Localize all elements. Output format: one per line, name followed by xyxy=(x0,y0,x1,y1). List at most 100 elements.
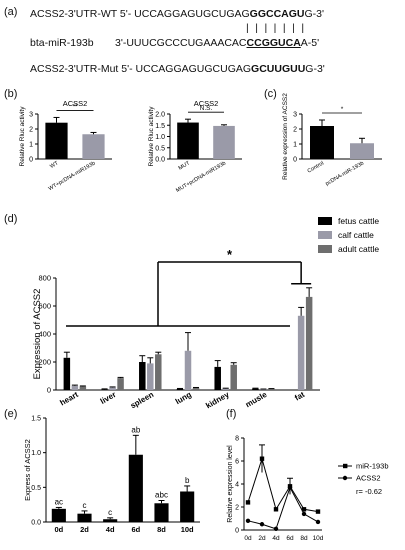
b-wt-bar xyxy=(45,122,68,159)
f-annotation: r= -0.62 xyxy=(356,487,382,496)
d-bar xyxy=(214,366,221,390)
e-group-letter: c xyxy=(108,508,112,517)
d-ylabel: Expression of ACSS2 xyxy=(32,289,43,380)
e-ytick-label: 0.5 xyxy=(31,485,41,492)
f-ytick-label: 6 xyxy=(235,459,239,466)
b-mut-bar xyxy=(177,122,199,159)
panel-label-c: (c) xyxy=(264,88,277,100)
e-bar xyxy=(77,513,92,522)
b-mut-xtick-label: MUT xyxy=(178,160,192,171)
f-point xyxy=(287,485,293,490)
b-wt-xtick-label: WT xyxy=(49,160,60,170)
d-bar xyxy=(230,364,237,390)
b-mut-bar xyxy=(213,125,235,159)
e-xtick-label: 6d xyxy=(131,525,140,534)
d-xtick-label: fat xyxy=(293,390,306,403)
f-ytick-label: 4 xyxy=(235,482,239,489)
d-bar xyxy=(139,362,146,390)
f-ylabel: Relative expression level xyxy=(227,445,234,523)
e-bar xyxy=(128,454,143,522)
c-bar xyxy=(350,143,374,159)
d-bar xyxy=(252,388,259,390)
f-point xyxy=(273,526,279,532)
d-legend-label: adult cattle xyxy=(338,244,379,254)
d-significance: * xyxy=(227,247,233,262)
d-bar xyxy=(117,378,124,390)
d-bar xyxy=(109,387,116,390)
d-ytick-label: 800 xyxy=(38,274,51,283)
d-xtick-label: liver xyxy=(99,390,118,406)
f-series-line xyxy=(247,456,319,513)
b-mut-ylabel: Relative Rluc activity xyxy=(148,106,155,167)
f-point xyxy=(259,456,265,461)
f-series-line xyxy=(247,486,319,530)
e-group-letter: abc xyxy=(155,491,168,500)
c-xtick-label: pcDNA-miR-193b xyxy=(325,161,365,188)
e-xtick-label: 8d xyxy=(157,525,166,534)
e-bar xyxy=(51,508,66,522)
e-xtick-label: 10d xyxy=(181,525,194,534)
d-bar xyxy=(155,354,162,390)
d-bar xyxy=(192,387,200,390)
pairing-bars: ||||||| xyxy=(246,22,311,34)
f-point xyxy=(245,500,251,505)
d-xtick-label: spleen xyxy=(129,390,156,411)
b-wt-significance: ** xyxy=(72,103,78,110)
b-wt-ytick-label: 1 xyxy=(29,142,33,149)
c-ylabel: Relative expression of ACSS2 xyxy=(282,93,289,180)
f-xtick-label: 0d xyxy=(244,535,252,542)
f-point xyxy=(245,518,251,523)
e-ytick-label: 1.5 xyxy=(31,416,41,423)
f-point xyxy=(315,509,321,514)
panel-label-b: (b) xyxy=(4,88,18,100)
d-legend-label: fetus cattle xyxy=(338,216,379,226)
f-xtick-label: 4d xyxy=(272,535,280,542)
f-legend-label: miR-193b xyxy=(356,462,389,471)
d-bar xyxy=(268,388,275,390)
wt-sequence: ACSS2-3'UTR-WT 5'- UCCAGGAGUGCUGAGGGCCAG… xyxy=(30,8,325,20)
panel-label-e: (e) xyxy=(4,408,18,420)
c-bar xyxy=(310,126,334,159)
e-xtick-label: 4d xyxy=(106,525,115,534)
b-mut-title: ACSS2 xyxy=(194,99,219,108)
b-wt-title: ACSS2 xyxy=(63,99,88,108)
f-legend-label: ACSS2 xyxy=(356,474,381,483)
f-ytick-label: 8 xyxy=(235,436,239,443)
d-bar xyxy=(101,389,108,390)
b-wt-ytick-label: 3 xyxy=(29,112,33,119)
b-wt-bar xyxy=(82,134,105,159)
d-xtick-label: musle xyxy=(244,390,269,410)
d-bar xyxy=(222,388,229,390)
f-xtick-label: 6d xyxy=(286,535,294,542)
e-xtick-label: 2d xyxy=(80,525,89,534)
e-xtick-label: 0d xyxy=(54,525,63,534)
f-legend-marker xyxy=(343,463,348,469)
f-point xyxy=(301,507,307,512)
c-significance: * xyxy=(341,106,344,113)
f-legend-marker xyxy=(342,475,348,481)
mirna-sequence: 3'-UUUCGCCCUGAAACACCCGGUCAA-5' xyxy=(115,37,320,49)
b-wt-ylabel: Relative Rluc activity xyxy=(19,106,26,167)
f-xtick-label: 8d xyxy=(300,535,308,542)
d-bar xyxy=(184,350,192,390)
b-wt-ytick-label: 2 xyxy=(29,127,33,134)
d-bar xyxy=(147,363,154,390)
e-group-letter: c xyxy=(83,501,87,510)
b-mut-ytick-label: 2.0 xyxy=(155,112,165,119)
d-legend-swatch xyxy=(318,217,332,225)
panel-label-f: (f) xyxy=(226,408,237,420)
c-ytick-label: 2 xyxy=(293,127,297,134)
mut-sequence: ACSS2-3'UTR-Mut 5'- UCCAGGAGUGCUGAGGCUUG… xyxy=(30,63,325,75)
b-mut-ytick-label: 1.5 xyxy=(155,123,165,130)
d-xtick-label: kidney xyxy=(204,390,231,411)
c-ytick-label: 3 xyxy=(293,112,297,119)
d-ytick-label: 0 xyxy=(47,386,51,395)
d-legend-swatch xyxy=(318,231,332,239)
d-ytick-label: 200 xyxy=(38,358,51,367)
f-xtick-label: 10d xyxy=(313,535,324,542)
e-group-letter: ac xyxy=(55,497,63,506)
c-xtick-label: Control xyxy=(307,161,325,175)
b-mut-ytick-label: 0.0 xyxy=(155,157,165,164)
d-bar xyxy=(305,296,313,390)
